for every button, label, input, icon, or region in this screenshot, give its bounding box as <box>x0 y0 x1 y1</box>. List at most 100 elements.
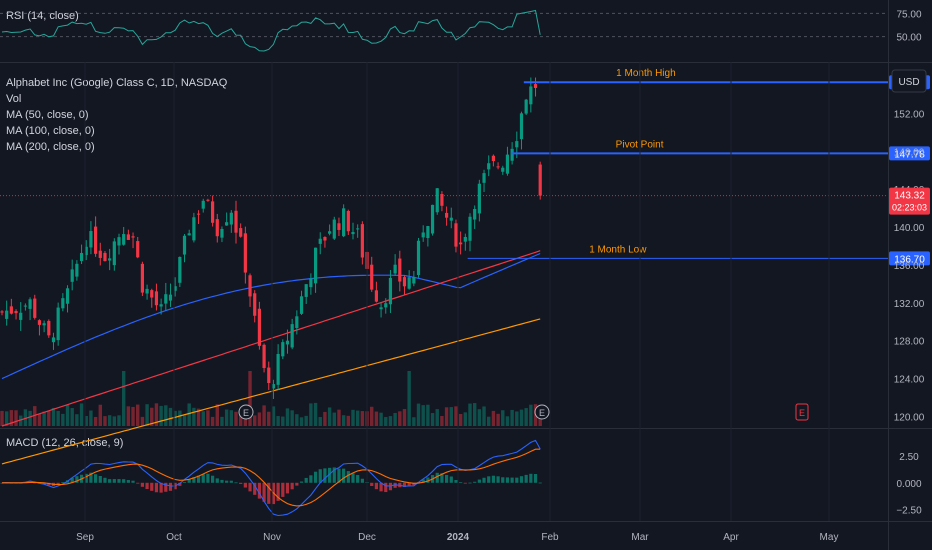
candle-body <box>140 263 144 293</box>
macd-histogram-bar <box>136 482 140 484</box>
volume-bar <box>449 407 453 426</box>
candle <box>505 146 510 176</box>
time-tick-label: Mar <box>631 532 649 543</box>
candle-body <box>9 306 13 314</box>
macd-histogram-bar <box>150 482 154 491</box>
ma100-legend: MA (100, close, 0) <box>6 125 95 137</box>
macd-histogram-bar <box>533 473 538 483</box>
ma200-line <box>1 318 541 465</box>
volume-bar <box>126 406 131 426</box>
candle <box>468 213 472 252</box>
volume-bar <box>337 409 341 426</box>
candle <box>449 207 453 229</box>
time-tick-label: Dec <box>358 532 376 543</box>
volume-bar <box>323 411 327 426</box>
candle <box>257 301 261 350</box>
candle <box>173 277 177 297</box>
candle-body <box>61 298 65 309</box>
volume-bar <box>70 408 74 426</box>
volume-bar <box>402 409 407 426</box>
macd-histogram-bar <box>445 474 449 483</box>
macd-histogram-bar <box>42 482 46 485</box>
volume-bar <box>150 407 154 426</box>
candle <box>491 154 495 167</box>
candle <box>201 198 205 213</box>
macd-histogram-bar <box>122 479 126 483</box>
time-axis[interactable]: Sep Oct Nov Dec 2024 Feb Mar Apr May <box>76 62 838 543</box>
earnings-marker[interactable]: E <box>534 404 550 420</box>
earnings-marker-label: E <box>243 408 249 418</box>
price-tick-label: 148.00 <box>894 147 925 158</box>
earnings-marker[interactable]: E <box>238 404 254 420</box>
macd-tick-label: −2.50 <box>896 505 922 516</box>
earnings-marker[interactable]: E <box>795 403 809 421</box>
volume-bar <box>145 404 149 426</box>
candle-body <box>533 84 538 88</box>
macd-histogram-bar <box>309 475 313 483</box>
candle <box>159 298 163 315</box>
macd-histogram-bar <box>468 482 472 484</box>
volume-bar <box>243 413 248 426</box>
currency-button[interactable] <box>891 69 927 93</box>
candle <box>140 261 144 297</box>
price-tick-label: 136.00 <box>894 261 925 272</box>
candle-body <box>14 311 18 314</box>
macd-histogram-bar <box>206 473 210 483</box>
candle-body <box>220 228 224 238</box>
candle-body <box>435 188 439 213</box>
candle <box>538 161 542 200</box>
macd-histogram-bar <box>75 476 79 483</box>
volume-bar <box>412 417 416 426</box>
volume-bar <box>187 403 191 426</box>
candle <box>440 191 444 212</box>
candle-body <box>84 246 88 256</box>
candle-body <box>211 201 215 223</box>
candle-body <box>384 303 388 308</box>
ma100-line <box>1 250 541 427</box>
signal-line <box>2 448 541 507</box>
candle-body <box>215 219 219 237</box>
candle <box>524 98 528 116</box>
candle-body <box>173 286 177 291</box>
candle <box>356 224 360 238</box>
candle <box>5 300 9 326</box>
macd-histogram-bar <box>61 482 65 483</box>
level-price-value: 136.70 <box>894 254 925 265</box>
level-price-tag <box>889 146 930 161</box>
candle <box>51 332 56 350</box>
candle-body <box>491 155 495 162</box>
candle <box>496 162 500 170</box>
candle-body <box>356 228 360 230</box>
macd-histogram-bar <box>318 469 322 483</box>
candle <box>398 250 402 292</box>
volume-bar <box>253 415 257 426</box>
candle <box>435 187 439 215</box>
macd-histogram-bar <box>285 482 290 494</box>
macd-histogram-bar <box>187 479 191 483</box>
candle <box>388 269 393 313</box>
candle-body <box>370 264 374 290</box>
candle <box>187 229 191 236</box>
rsi-tick-label: 50.00 <box>896 33 921 44</box>
candle-body <box>524 99 528 114</box>
volume-bar <box>192 407 196 426</box>
candle <box>126 229 130 241</box>
time-tick-label: Nov <box>263 532 281 543</box>
macd-title: MACD (12, 26, close, 9) <box>6 437 123 449</box>
candle-body <box>393 264 397 274</box>
macd-histogram-bar <box>33 482 37 484</box>
candle-body <box>187 233 191 236</box>
candle <box>290 318 294 350</box>
time-tick-label: Feb <box>541 532 559 543</box>
macd-histogram-bar <box>346 471 350 483</box>
candle <box>136 236 140 259</box>
candle-body <box>360 224 364 258</box>
candle-body <box>117 237 121 246</box>
candle <box>206 198 210 202</box>
macd-histogram-bar <box>159 482 163 493</box>
candle <box>182 234 187 263</box>
macd-histogram-bar <box>215 478 219 483</box>
macd-histogram-bar <box>337 468 341 483</box>
volume-bar <box>178 410 182 426</box>
